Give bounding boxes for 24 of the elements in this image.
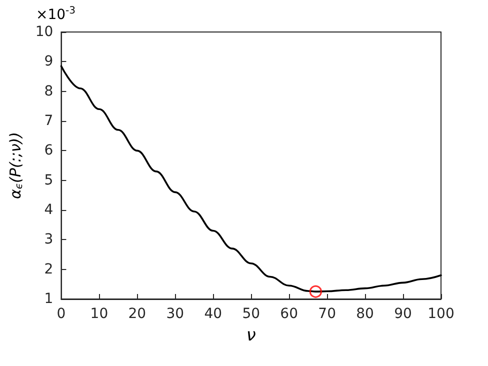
x-axis-title: ν xyxy=(246,326,256,346)
x-tick-label: 90 xyxy=(394,306,412,322)
line-series xyxy=(60,65,442,292)
y-tick-label: 3 xyxy=(44,232,54,248)
x-tick-label: 100 xyxy=(428,306,454,322)
y-tick-label: 5 xyxy=(44,172,54,188)
x-tick-label: 70 xyxy=(318,306,336,322)
x-tick-label: 0 xyxy=(56,306,66,322)
y-tick-label: 9 xyxy=(44,54,54,70)
x-tick-label: 30 xyxy=(166,306,184,322)
x-tick-label: 80 xyxy=(356,306,374,322)
y-tick-label: 4 xyxy=(44,202,54,218)
x-tick-label: 40 xyxy=(204,306,222,322)
y-tick-label: 10 xyxy=(35,24,54,40)
x-tick-label: 10 xyxy=(90,306,108,322)
y-axis-title: αϵ(P(:;ν)) xyxy=(6,132,25,199)
y-tick-label: 1 xyxy=(44,291,54,307)
x-tick-label: 60 xyxy=(280,306,298,322)
y-tick-label: 8 xyxy=(44,83,54,100)
y-tick-label: 6 xyxy=(44,142,54,159)
x-tick-label: 20 xyxy=(128,306,146,322)
x-tick-label: 50 xyxy=(242,306,260,322)
y-tick-label: 2 xyxy=(44,261,54,278)
y-tick-label: 7 xyxy=(44,113,54,129)
